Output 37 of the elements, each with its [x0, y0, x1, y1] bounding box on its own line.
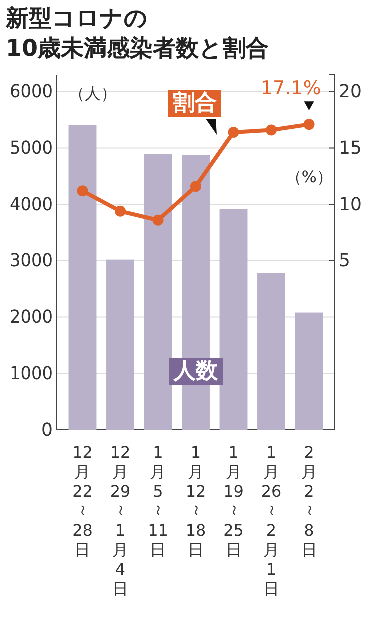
data-label: 17.1% [260, 78, 322, 100]
series-label: 割合 [172, 91, 217, 116]
y-tick-label: 2000 [10, 307, 56, 328]
y-tick-label: 5000 [10, 138, 56, 160]
x-tick-label: 1月12～18日 [186, 443, 207, 560]
y2-axis-title: （%） [286, 167, 333, 186]
x-tick-label: 2月2～8日 [301, 443, 320, 560]
y-tick-label: 3000 [10, 250, 56, 272]
y-tick-label: 4000 [10, 194, 56, 216]
point [152, 214, 164, 226]
y2-tick-label: 5 [339, 250, 350, 272]
point [228, 126, 240, 138]
x-tick-label: 1月26～2月1日 [261, 443, 283, 598]
y-tick-label: 6000 [10, 82, 56, 103]
bar [258, 273, 286, 430]
chart-title: 新型コロナの 10歳未満感染者数と割合 [5, 5, 270, 62]
x-tick-label: 12月29～1月4日 [110, 443, 132, 598]
point [190, 181, 202, 192]
y2-tick-label: 20 [339, 82, 362, 103]
x-tick-label: 1月19～25日 [224, 443, 245, 560]
point [77, 186, 88, 197]
bar [295, 312, 324, 430]
y2-tick-label: 10 [339, 194, 362, 216]
x-tick-label: 12月22～28日 [72, 443, 94, 560]
x-tick-label: 1月5～11日 [148, 443, 170, 560]
point [304, 119, 315, 130]
point [114, 206, 126, 217]
series-label: 人数 [173, 359, 219, 384]
point [266, 124, 278, 136]
y-tick-label: 1000 [10, 363, 56, 384]
y2-tick-label: 15 [339, 138, 362, 160]
bar [68, 125, 97, 430]
bar [220, 209, 248, 430]
bar [144, 154, 172, 430]
y-tick-label: 0 [42, 420, 53, 441]
y-axis-title: （人） [69, 84, 117, 103]
bar [106, 260, 134, 430]
